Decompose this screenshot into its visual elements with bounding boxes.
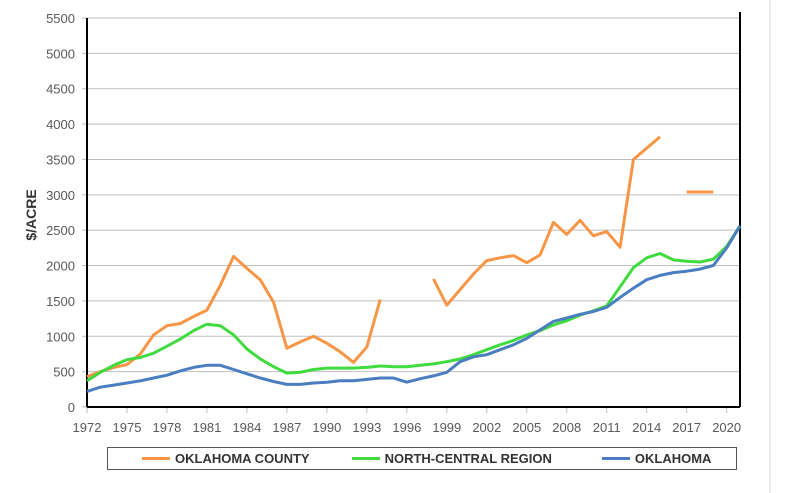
legend-item-oklahoma-county: OKLAHOMA COUNTY	[142, 451, 310, 466]
x-tick-label: 2005	[512, 420, 541, 435]
x-tick-label: 1999	[432, 420, 461, 435]
x-tick-label: 1993	[352, 420, 381, 435]
y-tick-label: 5000	[46, 46, 75, 61]
y-tick-label: 4500	[46, 82, 75, 97]
x-tick-label: 2017	[672, 420, 701, 435]
y-tick-label: 4000	[46, 117, 75, 132]
x-tick-label: 1987	[272, 420, 301, 435]
legend-label: OKLAHOMA COUNTY	[175, 451, 310, 466]
series-line-oklahoma-county	[86, 135, 714, 379]
x-tick-label: 2008	[552, 420, 581, 435]
legend-swatch	[601, 457, 630, 460]
y-tick-label: 500	[53, 365, 75, 380]
x-tick-label: 2014	[632, 420, 661, 435]
y-axis-label: $/ACRE	[23, 189, 39, 240]
x-tick-label: 1984	[232, 420, 261, 435]
legend: OKLAHOMA COUNTY NORTH-CENTRAL REGION OKLAH…	[107, 447, 737, 470]
y-tick-label: 3000	[46, 188, 75, 203]
y-tick-label: 1500	[46, 294, 75, 309]
x-tick-label: 1990	[312, 420, 341, 435]
series-line-north-central-region	[86, 225, 742, 383]
x-tick-label: 2011	[593, 420, 621, 435]
series-line-oklahoma	[86, 225, 742, 393]
legend-label: NORTH-CENTRAL REGION	[384, 451, 552, 466]
y-tick-label: 1000	[46, 329, 75, 344]
y-tick-label: 3500	[46, 152, 75, 167]
legend-label: OKLAHOMA	[634, 451, 712, 466]
legend-item-oklahoma: OKLAHOMA	[601, 451, 712, 466]
x-tick-label: 1975	[113, 420, 142, 435]
x-tick-label: 1996	[392, 420, 421, 435]
x-tick-label: 1978	[152, 420, 181, 435]
legend-swatch	[351, 457, 380, 460]
x-tick-label: 2002	[472, 420, 501, 435]
legend-item-north-central-region: NORTH-CENTRAL REGION	[351, 451, 552, 466]
y-tick-label: 5500	[46, 11, 75, 26]
y-tick-label: 0	[68, 400, 75, 415]
legend-swatch	[142, 457, 170, 460]
y-tick-label: 2000	[46, 259, 75, 274]
x-tick-label: 2020	[712, 420, 741, 435]
x-tick-label: 1981	[192, 420, 221, 435]
y-tick-label: 2500	[46, 223, 75, 238]
x-tick-label: 1972	[73, 420, 102, 435]
